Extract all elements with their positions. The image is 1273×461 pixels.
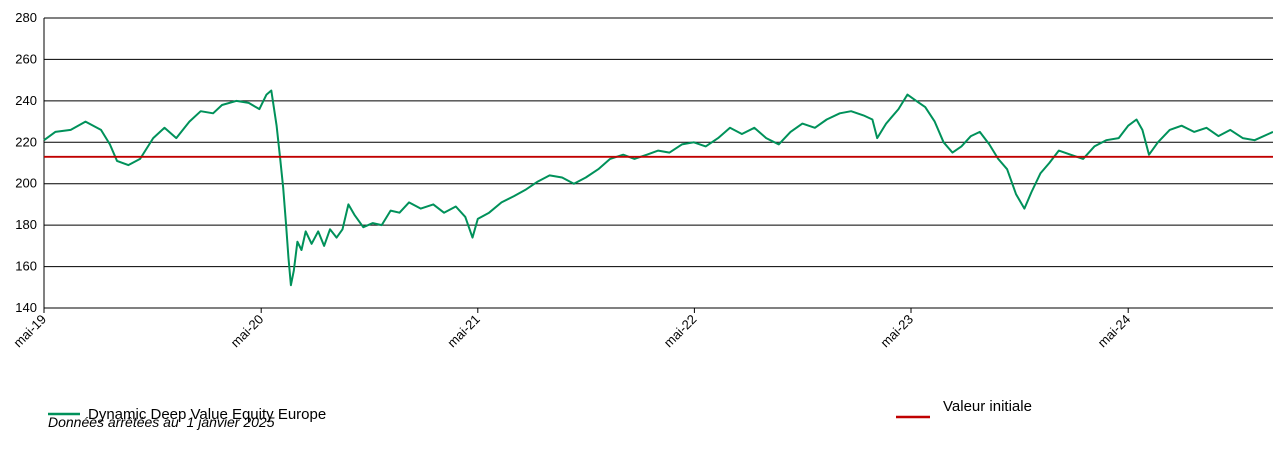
- y-tick-label: 280: [15, 10, 37, 25]
- x-tick-label: mai-21: [444, 312, 483, 351]
- grid-lines: [43, 17, 1273, 309]
- legend: Dynamic Deep Value Equity Europe Valeur …: [48, 398, 1032, 423]
- x-tick-label: mai-24: [1095, 312, 1134, 351]
- y-tick-label: 260: [15, 51, 37, 66]
- x-tick-label: mai-19: [10, 312, 49, 351]
- y-tick-label: 140: [15, 300, 37, 315]
- x-axis: mai-19 mai-20 mai-21 mai-22 mai-23 mai-24: [10, 308, 1133, 350]
- series-layer: [43, 89, 1273, 287]
- legend-label-initial-value: Valeur initiale: [943, 398, 1032, 415]
- y-tick-label: 220: [15, 134, 37, 149]
- y-tick-label: 200: [15, 176, 37, 191]
- y-axis-tick-labels: 140 160 180 200 220 240 260 280: [15, 10, 37, 315]
- y-tick-label: 160: [15, 259, 37, 274]
- footnote: Données arrêtées au 1 janvier 2025: [48, 414, 275, 430]
- x-tick-label: mai-20: [228, 312, 267, 351]
- series-line-fund: [43, 89, 1273, 287]
- y-tick-label: 240: [15, 93, 37, 108]
- y-tick-label: 180: [15, 217, 37, 232]
- x-tick-label: mai-22: [661, 312, 700, 351]
- legend-label-fund: Dynamic Deep Value Equity Europe: [88, 406, 326, 423]
- x-tick-label: mai-23: [877, 312, 916, 351]
